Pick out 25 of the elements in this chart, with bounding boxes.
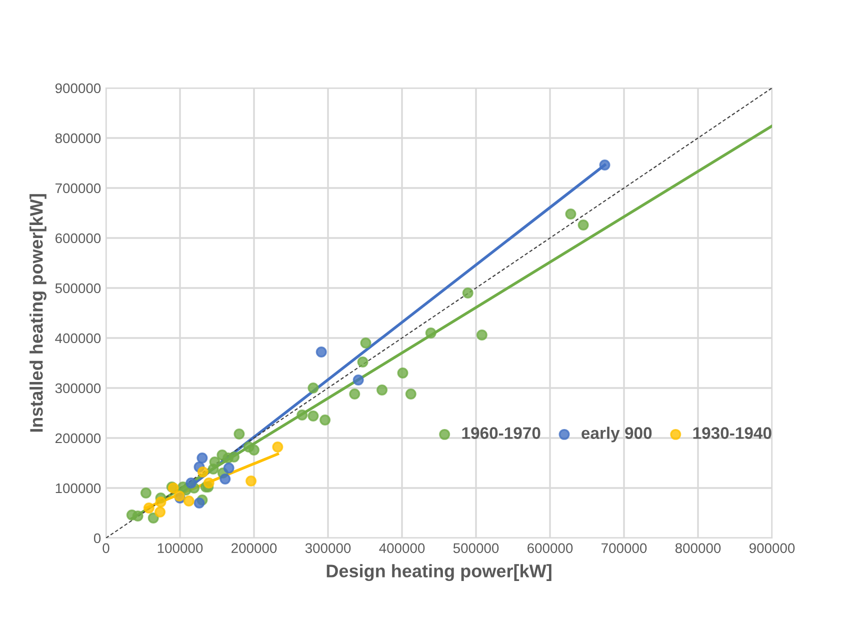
x-tick-label: 100000 xyxy=(158,543,203,554)
x-tick-label: 800000 xyxy=(675,543,721,554)
legend-label: 1930-1940 xyxy=(693,427,772,439)
x-tick-label: 200000 xyxy=(232,543,277,554)
legend-label: 1960-1970 xyxy=(462,427,540,439)
y-tick-label: 600000 xyxy=(56,233,101,244)
x-tick-label: 500000 xyxy=(453,543,499,554)
y-tick-label: 800000 xyxy=(55,133,101,144)
legend-label: early 900 xyxy=(582,426,652,442)
y-tick-label: 500000 xyxy=(55,283,101,294)
x-tick-label: 400000 xyxy=(379,543,425,554)
y-tick-label: 0 xyxy=(94,533,101,544)
y-tick-label: 300000 xyxy=(55,383,101,394)
y-tick-label: 700000 xyxy=(56,183,101,194)
x-tick-label: 0 xyxy=(102,543,110,554)
x-tick-label: 300000 xyxy=(305,543,351,554)
x-tick-label: 700000 xyxy=(602,543,647,554)
y-tick-label: 100000 xyxy=(56,483,101,494)
y-tick-label: 900000 xyxy=(55,83,101,94)
y-tick-label: 200000 xyxy=(55,433,101,444)
y-tick-label: 400000 xyxy=(55,333,101,344)
x-tick-label: 600000 xyxy=(528,543,573,554)
x-axis-title: Design heating power[kW] xyxy=(326,564,552,582)
y-axis-title: Installed heating power[kW] xyxy=(30,194,46,432)
x-tick-label: 900000 xyxy=(749,543,795,554)
